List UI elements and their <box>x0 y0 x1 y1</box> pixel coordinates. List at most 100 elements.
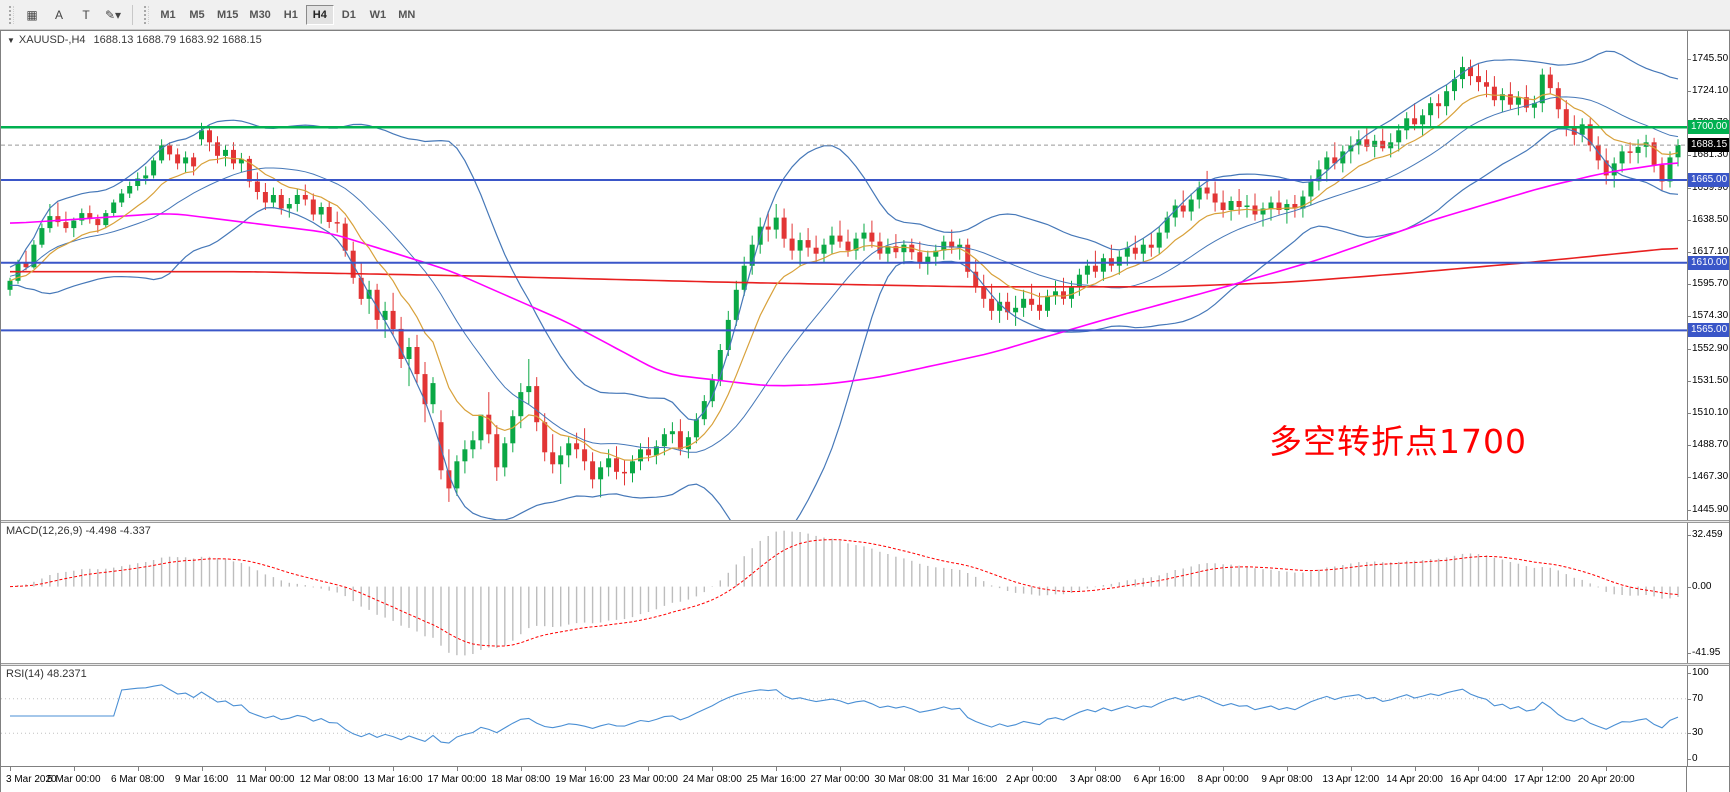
main-chart-plot[interactable] <box>1 31 1687 520</box>
axis-tick <box>1688 348 1691 350</box>
time-axis-tick <box>648 767 650 771</box>
rsi-plot[interactable] <box>1 666 1687 766</box>
chart-collapse-icon[interactable]: ▼ <box>7 36 15 45</box>
time-axis-label: 6 Mar 08:00 <box>110 774 165 785</box>
top-toolbar: ▦ A T ✎▾ M1 M5 M15 M30 H1 H4 D1 W1 MN <box>0 0 1730 30</box>
time-axis[interactable]: 3 Mar 2020 5 Mar 00:00 6 Mar 08:00 9 Mar 16… <box>1 766 1729 792</box>
axis-tick <box>1688 316 1691 318</box>
draw-tool-button[interactable]: ✎▾ <box>100 4 126 26</box>
axis-tick <box>1688 759 1691 761</box>
time-axis-label: 12 Mar 08:00 <box>299 774 359 785</box>
level-price-tag: 1665.00 <box>1688 172 1729 187</box>
time-axis-tick <box>1286 767 1288 771</box>
axis-label: 1488.70 <box>1692 439 1729 451</box>
time-axis-tick <box>840 767 841 771</box>
time-axis-label: 9 Apr 08:00 <box>1261 774 1313 785</box>
axis-tick <box>1688 219 1691 221</box>
time-axis-tick <box>9 767 11 771</box>
toolbar-grip <box>9 5 14 24</box>
rsi-indicator-pane: 100 70 30 0 RSI(14) 48.2371 <box>1 666 1729 766</box>
text-tool-button[interactable]: A <box>46 4 72 26</box>
time-axis-label: 31 Mar 16:00 <box>938 774 998 785</box>
time-axis-tick <box>73 767 75 771</box>
line-studies-toolbar: ▦ A T ✎▾ <box>19 4 126 26</box>
axis-label: 32.459 <box>1692 528 1723 540</box>
axis-label: 1467.30 <box>1692 471 1729 483</box>
main-chart-pane: 1745.501724.101702.701681.301659.901638.… <box>1 31 1729 520</box>
time-axis-label: 3 Mar 2020 <box>5 774 57 785</box>
timeframe-m1-button[interactable]: M1 <box>154 5 182 25</box>
time-axis-label: 6 Apr 16:00 <box>1133 774 1185 785</box>
axis-label: 1510.10 <box>1692 407 1729 419</box>
time-axis-tick <box>520 767 522 771</box>
axis-tick <box>1688 672 1691 674</box>
macd-indicator-label: MACD(12,26,9) -4.498 -4.337 <box>6 525 151 537</box>
timeframe-m5-button[interactable]: M5 <box>183 5 211 25</box>
time-axis-label: 23 Mar 00:00 <box>618 774 678 785</box>
axis-label: 0.00 <box>1692 580 1712 592</box>
toolbar-separator <box>132 4 133 25</box>
timeframe-h1-button[interactable]: H1 <box>277 5 305 25</box>
label-tool-button[interactable]: T <box>73 4 99 26</box>
time-axis-tick <box>137 767 139 771</box>
axis-tick <box>1688 534 1691 536</box>
price-axis[interactable]: 1745.501724.101702.701681.301659.901638.… <box>1687 31 1729 520</box>
timeframe-m15-button[interactable]: M15 <box>212 5 243 25</box>
time-axis-tick <box>967 767 969 771</box>
axis-tick <box>1688 91 1691 93</box>
timeframe-m30-button[interactable]: M30 <box>244 5 275 25</box>
timeframe-h4-button[interactable]: H4 <box>305 4 334 25</box>
timeframes-toolbar: M1 M5 M15 M30 H1 H4 D1 W1 MN <box>154 4 421 25</box>
macd-value-axis[interactable]: 32.459 0.00 -41.95 <box>1687 523 1729 663</box>
macd-plot[interactable] <box>1 523 1687 663</box>
time-axis-tick <box>1223 767 1225 771</box>
chart-title: ▼ XAUUSD-,H4 1688.13 1688.79 1683.92 1688.… <box>7 34 262 46</box>
time-axis-tick <box>584 767 586 771</box>
time-axis-label: 25 Mar 16:00 <box>746 774 806 785</box>
time-axis-label: 17 Mar 00:00 <box>427 774 487 785</box>
axis-tick <box>1688 445 1691 447</box>
time-axis-label: 19 Mar 16:00 <box>555 774 615 785</box>
toolbar-grip <box>144 5 149 24</box>
axis-tick <box>1688 380 1691 382</box>
axis-label: 1724.10 <box>1692 85 1729 97</box>
axis-label: 1552.90 <box>1692 342 1729 354</box>
time-axis-tick <box>393 767 395 771</box>
timeframe-mn-button[interactable]: MN <box>393 5 421 25</box>
level-price-tag: 1700.00 <box>1688 120 1729 135</box>
chart-annotation-text: 多空转折点1700 <box>1269 422 1527 461</box>
time-axis-label: 27 Mar 00:00 <box>810 774 870 785</box>
time-axis-tick <box>776 767 778 771</box>
time-axis-tick <box>329 767 331 771</box>
axis-label: 100 <box>1692 666 1709 678</box>
timeframe-d1-button[interactable]: D1 <box>335 5 363 25</box>
axis-label: 1681.30 <box>1692 149 1729 161</box>
axis-label: 1745.50 <box>1692 52 1729 64</box>
rsi-value-axis[interactable]: 100 70 30 0 <box>1687 666 1729 766</box>
axis-tick <box>1688 509 1691 511</box>
time-axis-label: 16 Apr 04:00 <box>1450 774 1507 785</box>
current-price-tag: 1688.15 <box>1688 138 1729 153</box>
time-axis-tick <box>1478 767 1480 771</box>
time-axis-tick <box>1542 767 1544 771</box>
time-axis-label: 14 Apr 20:00 <box>1386 774 1443 785</box>
axis-tick <box>1688 653 1691 655</box>
axis-label: 30 <box>1692 727 1704 739</box>
time-axis-tick <box>1606 767 1608 771</box>
axis-tick <box>1688 58 1691 60</box>
time-axis-label: 20 Apr 20:00 <box>1577 774 1635 785</box>
pane-splitter[interactable] <box>1 520 1729 523</box>
macd-indicator-pane: 32.459 0.00 -41.95 MACD(12,26,9) -4.498 -4… <box>1 523 1729 663</box>
axis-tick <box>1688 252 1691 254</box>
time-axis-label: 17 Apr 12:00 <box>1513 774 1571 785</box>
time-axis-label: 2 Apr 00:00 <box>1005 774 1058 785</box>
pane-splitter[interactable] <box>1 663 1729 666</box>
time-axis-label: 9 Mar 16:00 <box>174 774 229 785</box>
chart-grid-tool-button[interactable]: ▦ <box>19 4 45 26</box>
time-axis-tick <box>903 767 905 771</box>
timeframe-w1-button[interactable]: W1 <box>364 5 392 25</box>
time-axis-label: 30 Mar 08:00 <box>874 774 934 785</box>
axis-tick <box>1688 187 1691 189</box>
time-axis-tick <box>201 767 203 771</box>
time-axis-label: 18 Mar 08:00 <box>491 774 551 785</box>
